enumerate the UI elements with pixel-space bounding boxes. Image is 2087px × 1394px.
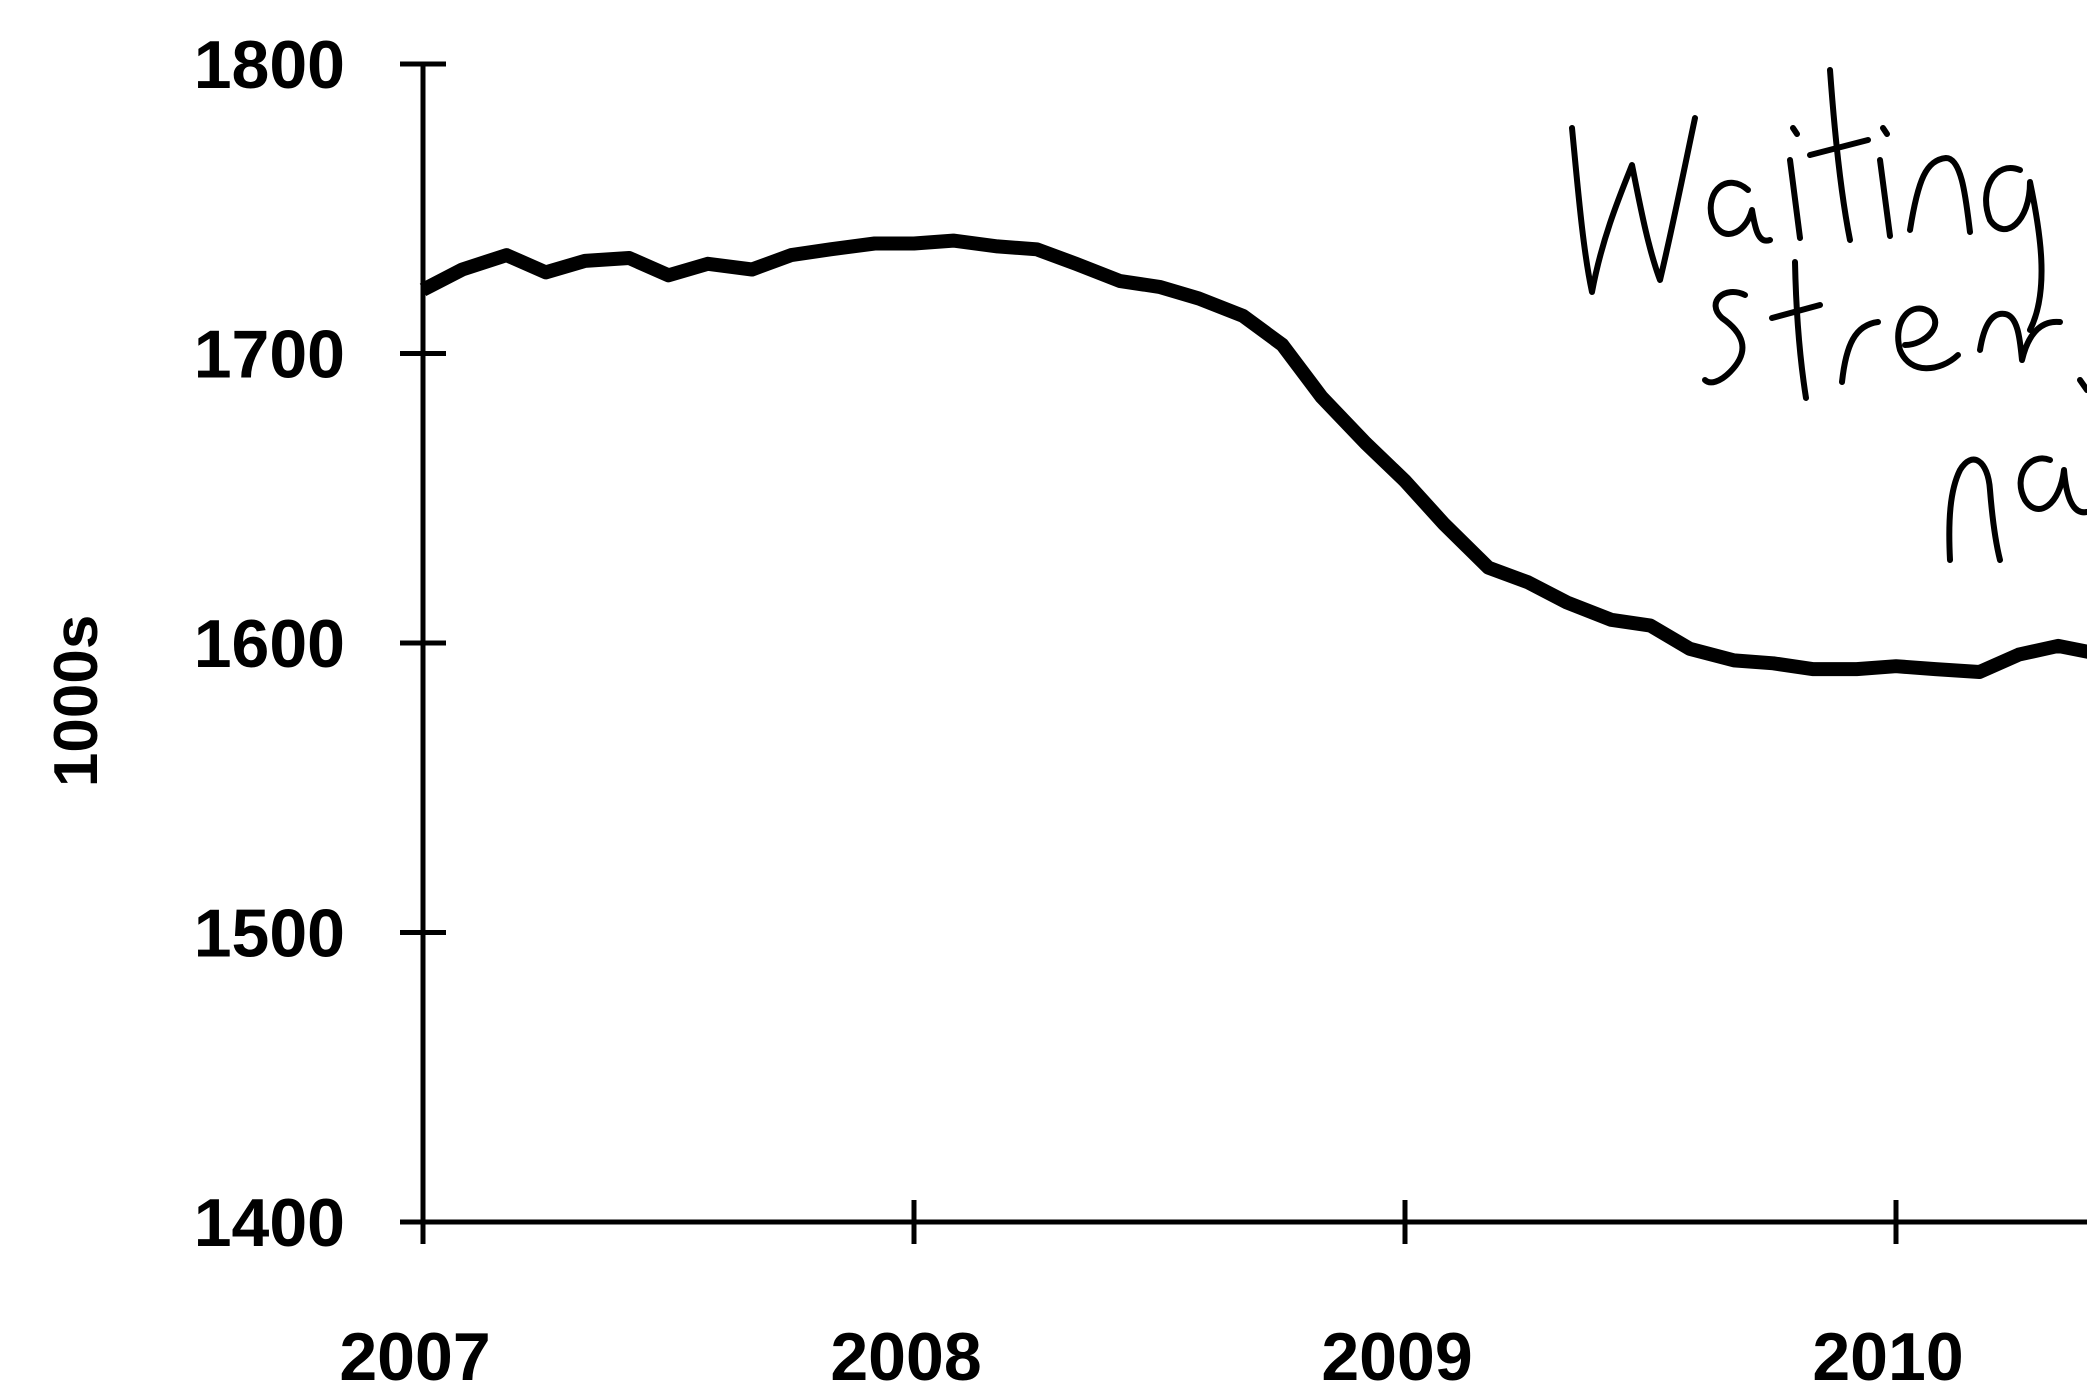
handwritten-word-strength xyxy=(1702,259,2063,401)
handwritten-word-waiting xyxy=(1569,67,2045,333)
handwritten-annotation xyxy=(1569,67,2087,563)
y-tick-label-1500: 1500 xyxy=(194,896,345,972)
y-tick-label-1600: 1600 xyxy=(194,606,345,682)
series xyxy=(419,233,2087,679)
y-tick-labels: 1400 1500 1600 1700 1800 xyxy=(194,27,345,1261)
series-line-0 xyxy=(419,233,2087,679)
y-tick-label-1400: 1400 xyxy=(194,1185,345,1261)
axes xyxy=(420,64,2087,1225)
y-tick-label-1700: 1700 xyxy=(194,317,345,393)
handwritten-word-nat xyxy=(1946,377,2087,563)
ticks xyxy=(400,61,1899,1244)
x-tick-labels: 2007 2008 2009 2010 xyxy=(339,1319,1963,1394)
y-axis-label: 1000s xyxy=(42,615,111,787)
y-tick-label-1800: 1800 xyxy=(194,27,345,103)
x-tick-label-2010: 2010 xyxy=(1812,1319,1963,1394)
x-tick-label-2009: 2009 xyxy=(1321,1319,1472,1394)
x-tick-label-2007: 2007 xyxy=(339,1319,490,1394)
x-tick-label-2008: 2008 xyxy=(830,1319,981,1394)
